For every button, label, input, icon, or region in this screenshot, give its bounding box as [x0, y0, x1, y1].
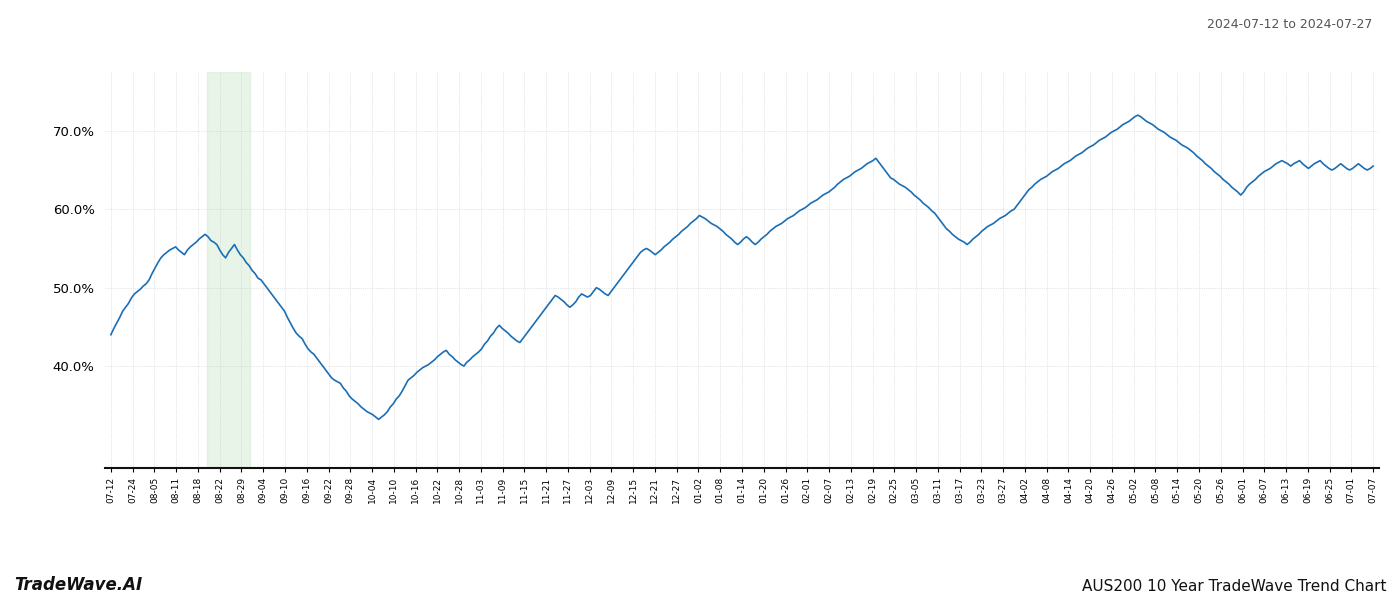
- Text: AUS200 10 Year TradeWave Trend Chart: AUS200 10 Year TradeWave Trend Chart: [1081, 579, 1386, 594]
- Text: TradeWave.AI: TradeWave.AI: [14, 576, 143, 594]
- Text: 2024-07-12 to 2024-07-27: 2024-07-12 to 2024-07-27: [1207, 18, 1372, 31]
- Bar: [207, 72, 251, 468]
